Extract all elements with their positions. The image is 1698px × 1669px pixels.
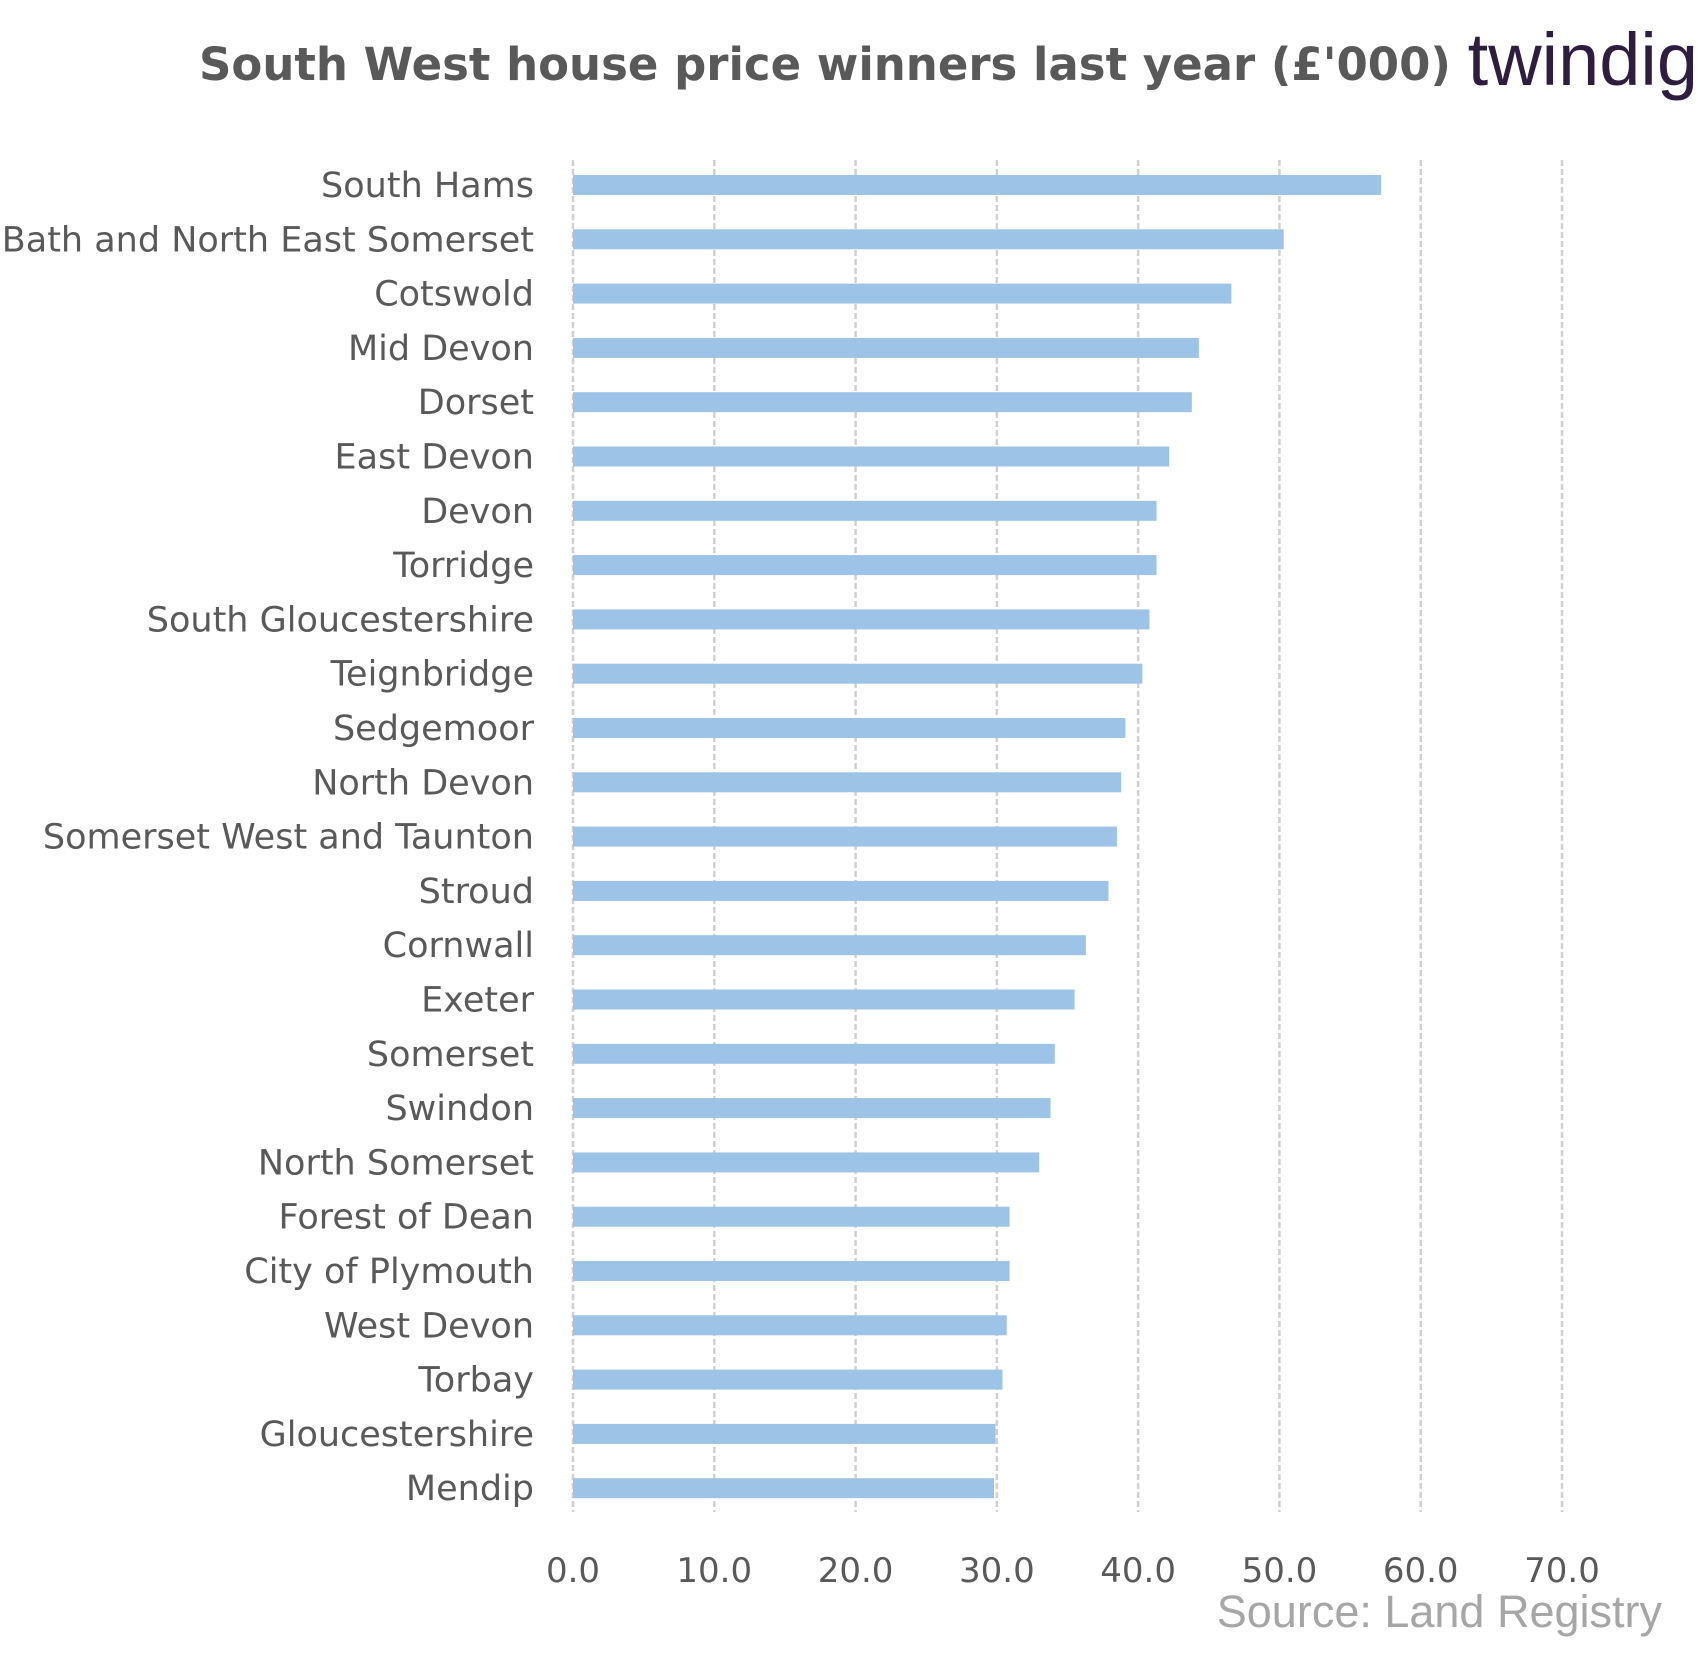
category-label: Swindon <box>385 1089 534 1129</box>
category-label: Exeter <box>421 981 535 1021</box>
category-label: Dorset <box>418 383 534 423</box>
x-tick-label: 40.0 <box>1100 1551 1176 1591</box>
category-label: Stroud <box>419 872 534 912</box>
bar <box>573 718 1126 738</box>
bar <box>573 500 1157 521</box>
bar <box>573 555 1157 576</box>
bar <box>573 446 1170 467</box>
bar <box>573 989 1075 1010</box>
x-tick-label: 10.0 <box>676 1551 752 1591</box>
x-tick-label: 60.0 <box>1383 1551 1459 1591</box>
category-label: Cornwall <box>383 926 534 966</box>
category-label: Devon <box>421 492 534 532</box>
category-label: South Hams <box>321 166 534 206</box>
category-label: North Devon <box>312 763 534 803</box>
x-tick-label: 30.0 <box>959 1551 1035 1591</box>
bar <box>573 229 1284 250</box>
x-tick-label: 50.0 <box>1242 1551 1318 1591</box>
chart-title: South West house price winners last year… <box>199 38 1451 91</box>
bar <box>573 826 1117 847</box>
x-tick-label: 0.0 <box>546 1551 600 1591</box>
category-label: City of Plymouth <box>244 1252 534 1292</box>
x-tick-label: 20.0 <box>818 1551 894 1591</box>
category-label: North Somerset <box>258 1143 534 1183</box>
category-label: Gloucestershire <box>260 1415 534 1455</box>
bar <box>573 1043 1055 1064</box>
category-label: East Devon <box>335 438 534 478</box>
bar <box>573 609 1150 630</box>
bar <box>573 175 1382 195</box>
category-label: Bath and North East Somerset <box>2 220 534 260</box>
category-label: Sedgemoor <box>333 709 535 749</box>
bar <box>573 935 1086 956</box>
bar <box>573 663 1143 684</box>
category-label: Forest of Dean <box>278 1198 534 1238</box>
bar <box>573 1369 1003 1390</box>
bar <box>573 772 1122 793</box>
category-label: Torridge <box>392 546 534 586</box>
bar <box>573 337 1199 358</box>
category-label: Torbay <box>417 1361 534 1401</box>
bar <box>573 1315 1007 1336</box>
logo-text: twindig <box>1467 18 1698 101</box>
bar <box>573 1261 1010 1281</box>
category-label: South Gloucestershire <box>147 600 534 640</box>
category-label: Mid Devon <box>348 329 534 369</box>
bar <box>573 283 1232 304</box>
category-label: Teignbridge <box>330 655 534 695</box>
bar <box>573 1152 1040 1173</box>
twindig-logo: twindig <box>1438 10 1698 110</box>
category-label: Somerset <box>367 1035 534 1075</box>
bar <box>573 880 1109 901</box>
category-label: Mendip <box>406 1469 534 1509</box>
category-label: West Devon <box>324 1306 534 1346</box>
bar <box>573 1478 995 1499</box>
bar <box>573 392 1192 413</box>
source-note: Source: Land Registry <box>1216 1586 1662 1637</box>
x-tick-label: 70.0 <box>1524 1551 1600 1591</box>
bar <box>573 1206 1010 1227</box>
bar <box>573 1423 996 1444</box>
bar <box>573 1098 1051 1119</box>
category-label: Cotswold <box>374 275 534 315</box>
category-label: Somerset West and Taunton <box>43 818 534 858</box>
